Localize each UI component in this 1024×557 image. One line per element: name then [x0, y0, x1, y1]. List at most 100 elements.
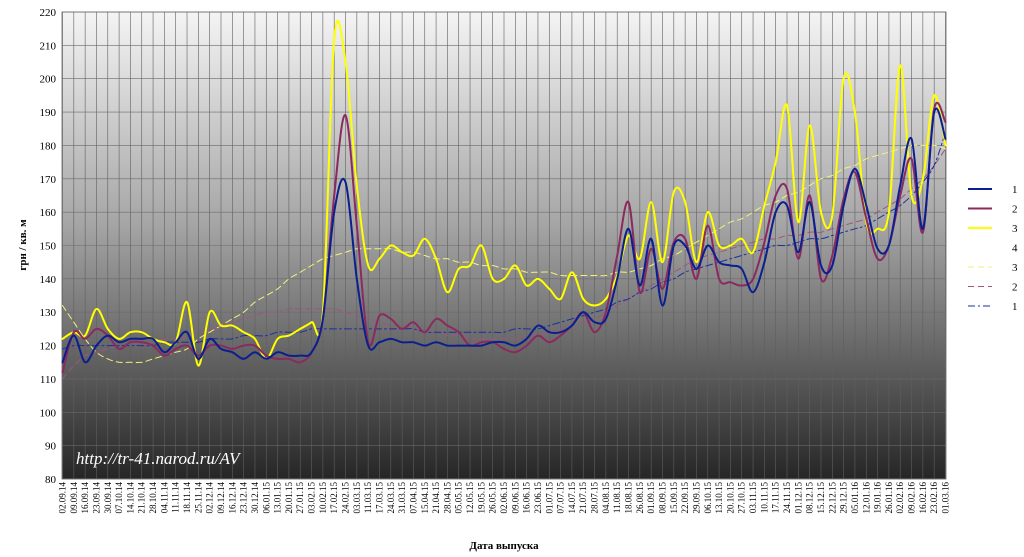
y-tick-labels: 80 90 100 110 120 130 140 150 160 170 180 190 200 210…	[40, 7, 57, 486]
y-tick-label: 110	[40, 374, 57, 386]
x-tick-label: 19.05.15	[476, 482, 486, 514]
x-tick-label: 24.11.15	[782, 482, 792, 514]
x-tick-label: 30.12.14	[250, 482, 260, 514]
x-tick-label: 11.03.15	[363, 482, 373, 514]
x-tick-label: 04.11.14	[159, 482, 169, 514]
x-tick-label: 15.04.15	[420, 482, 430, 514]
x-tick-label: 07.04.15	[408, 482, 418, 514]
x-tick-label: 06.10.15	[703, 482, 713, 514]
x-tick-label: 16.02.16	[918, 482, 928, 514]
x-tick-label: 17.02.15	[329, 482, 339, 514]
x-tick-label: 12.05.15	[465, 482, 475, 514]
x-tick-label: 23.02.16	[929, 482, 939, 514]
x-tick-label: 26.01.16	[884, 482, 894, 514]
series-layer	[61, 19, 947, 380]
y-tick-label: 90	[45, 441, 57, 453]
y-tick-label: 170	[40, 174, 57, 186]
y-tick-label: 220	[40, 7, 57, 19]
x-tick-label: 05.05.15	[454, 482, 464, 514]
x-tick-label: 09.06.15	[510, 482, 520, 514]
legend-label: 2	[1012, 282, 1018, 294]
x-tick-label: 11.08.15	[612, 482, 622, 514]
series-line-4	[62, 148, 946, 380]
legend-label: 1	[1012, 301, 1018, 313]
x-tick-label: 03.02.15	[307, 482, 317, 514]
x-tick-label: 17.03.15	[374, 482, 384, 514]
x-axis-title: Дата выпуска	[469, 540, 539, 552]
y-tick-label: 190	[40, 107, 57, 119]
x-tick-label: 26.08.15	[635, 482, 645, 514]
legend-label: 3	[1012, 262, 1018, 274]
x-tick-label: 29.12.15	[839, 482, 849, 514]
x-tick-label: 14.07.15	[567, 482, 577, 514]
x-tick-label: 07.10.14	[114, 482, 124, 514]
legend: 1 2 3 4 3 2 1	[968, 184, 1018, 313]
x-tick-label: 22.09.15	[680, 482, 690, 514]
x-tick-label: 24.03.15	[386, 482, 396, 514]
series-line-5	[62, 131, 946, 350]
x-tick-label: 24.02.15	[341, 482, 351, 514]
x-tick-label: 16.12.14	[227, 482, 237, 514]
x-tick-label: 02.12.14	[205, 482, 215, 514]
x-tick-label: 07.07.15	[556, 482, 566, 514]
x-tick-label: 13.01.15	[273, 482, 283, 514]
x-tick-label: 18.11.14	[182, 482, 192, 514]
y-tick-label: 180	[40, 140, 57, 152]
y-tick-label: 80	[45, 474, 57, 486]
x-tick-label: 28.07.15	[590, 482, 600, 514]
x-tick-label: 26.05.15	[488, 481, 498, 513]
x-tick-label: 03.03.15	[352, 482, 362, 514]
x-tick-label: 09.02.16	[907, 482, 917, 514]
x-tick-label: 22.12.15	[827, 482, 837, 514]
legend-label: 1	[1012, 184, 1018, 196]
y-tick-label: 120	[40, 341, 57, 353]
x-tick-label: 11.11.14	[171, 482, 181, 513]
x-tick-label: 01.07.15	[544, 482, 554, 514]
legend-label: 4	[1012, 243, 1018, 255]
y-tick-label: 210	[40, 40, 57, 52]
x-tick-label: 01.12.15	[793, 482, 803, 514]
x-tick-label: 25.11.14	[193, 482, 203, 514]
x-tick-label: 12.01.16	[861, 482, 871, 514]
grid	[62, 11, 946, 480]
x-tick-label: 15.12.15	[816, 482, 826, 514]
x-tick-label: 09.12.14	[216, 482, 226, 514]
x-tick-label: 04.08.15	[601, 482, 611, 514]
y-axis-title: грн / кв. м	[17, 219, 29, 271]
x-tick-label: 16.06.15	[522, 482, 532, 514]
x-tick-label: 08.09.15	[657, 482, 667, 514]
x-tick-label: 02.09.14	[58, 482, 68, 514]
x-tick-label: 02.02.16	[895, 482, 905, 514]
x-tick-label: 29.09.15	[691, 482, 701, 514]
x-tick-label: 23.12.14	[239, 482, 249, 514]
x-tick-label: 18.08.15	[624, 482, 634, 514]
series-line-3	[62, 144, 946, 364]
x-tick-label: 28.10.14	[148, 482, 158, 514]
x-tick-label: 27.01.15	[295, 482, 305, 514]
x-tick-label: 21.10.14	[137, 482, 147, 514]
x-tick-label: 10.11.15	[759, 482, 769, 514]
x-tick-label: 02.06.15	[499, 482, 509, 514]
x-tick-label: 20.01.15	[284, 482, 294, 514]
series-line-0	[61, 107, 947, 364]
y-tick-label: 140	[40, 274, 57, 286]
x-tick-label: 17.11.15	[771, 482, 781, 514]
x-tick-label: 31.03.15	[397, 482, 407, 514]
x-tick-label: 09.09.14	[69, 482, 79, 514]
legend-label: 2	[1012, 204, 1018, 216]
legend-label: 3	[1012, 223, 1018, 235]
watermark: http://tr-41.narod.ru/AV	[76, 449, 242, 468]
x-tick-label: 20.10.15	[725, 482, 735, 514]
x-tick-label: 16.09.14	[80, 482, 90, 514]
x-tick-label: 01.03.16	[941, 482, 951, 514]
x-tick-label: 14.10.14	[125, 482, 135, 514]
x-tick-label: 06.01.15	[261, 482, 271, 514]
x-tick-label: 27.10.15	[737, 482, 747, 514]
x-tick-label: 03.11.15	[748, 482, 758, 514]
y-tick-label: 100	[40, 407, 57, 419]
x-tick-label: 23.09.14	[91, 482, 101, 514]
series-line-2	[61, 19, 947, 367]
x-tick-label: 08.12.15	[805, 482, 815, 514]
x-tick-label: 01.09.15	[646, 482, 656, 514]
